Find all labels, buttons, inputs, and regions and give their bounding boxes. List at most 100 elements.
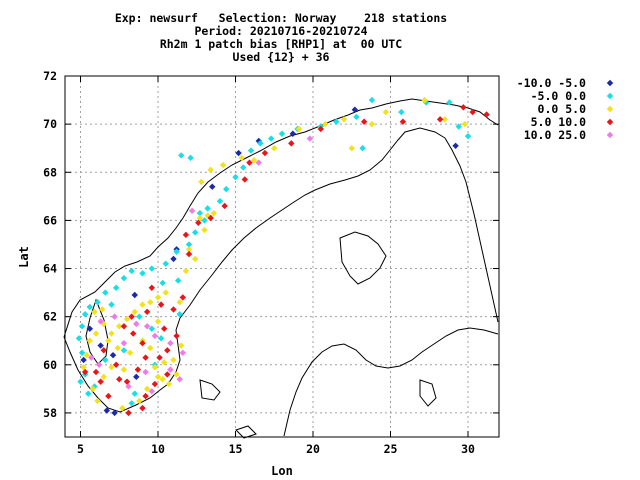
data-point (167, 339, 174, 347)
y-tick-label: 72 (43, 69, 57, 83)
data-point (174, 277, 182, 284)
data-point (164, 347, 171, 354)
data-point (278, 130, 286, 137)
data-point (139, 404, 146, 412)
data-point (333, 118, 340, 125)
legend-marker (606, 92, 614, 100)
x-axis-label: Lon (271, 464, 293, 478)
data-point (139, 270, 146, 277)
data-point (91, 308, 98, 316)
data-point (108, 364, 115, 371)
data-point (156, 354, 163, 361)
data-point (201, 217, 208, 224)
data-point (353, 113, 360, 121)
data-point (116, 376, 123, 383)
data-point (86, 303, 93, 311)
data-point (182, 267, 190, 275)
data-point (102, 356, 109, 364)
data-point (164, 371, 171, 378)
data-point (250, 157, 258, 164)
data-point (136, 397, 143, 405)
data-point (130, 330, 137, 337)
data-point (123, 315, 131, 323)
plot-frame (64, 75, 500, 438)
data-point (161, 325, 168, 332)
data-point (108, 330, 115, 337)
data-point (247, 147, 255, 154)
data-point (147, 344, 154, 352)
data-point (77, 378, 84, 385)
data-point (219, 161, 227, 169)
y-axis-label: Lat (17, 246, 31, 268)
legend-label: -10.0 -5.0 (517, 76, 586, 90)
data-point (235, 149, 242, 157)
data-point (134, 366, 142, 373)
legend-label: -5.0 0.0 (531, 89, 586, 103)
data-point (187, 154, 194, 162)
data-point (148, 325, 155, 332)
data-point (173, 371, 180, 378)
data-point (198, 178, 205, 186)
data-point (351, 106, 359, 113)
axis-ticks: 5 10 15 20 25 30 58 60 62 64 66 68 70 72 (43, 69, 499, 456)
data-point (157, 301, 165, 308)
data-point (112, 361, 120, 368)
data-point (201, 226, 208, 234)
data-point (95, 361, 103, 368)
data-point (240, 164, 247, 171)
data-point (128, 400, 135, 407)
data-point (436, 116, 444, 123)
data-point (173, 248, 180, 255)
data-point (148, 388, 155, 395)
legend-marker (606, 131, 614, 139)
x-tick-label: 15 (229, 442, 243, 456)
data-point (85, 390, 92, 397)
data-point (133, 320, 140, 328)
data-point (178, 342, 185, 349)
data-point (143, 323, 151, 330)
title-line-2: Period: 20210716-20210724 (194, 24, 367, 38)
data-point (80, 356, 87, 364)
legend: -10.0 -5.0-5.0 0.00.0 5.05.0 10.010.0 25… (517, 76, 614, 142)
data-point (97, 318, 104, 325)
data-point (151, 364, 159, 371)
data-point (165, 380, 173, 388)
data-point (246, 159, 253, 166)
x-tick-label: 5 (77, 442, 84, 456)
data-point (120, 366, 128, 373)
data-point (170, 356, 177, 364)
data-point (185, 250, 193, 258)
data-point (128, 313, 135, 320)
data-point (170, 255, 177, 263)
data-point (120, 323, 128, 330)
legend-label: 5.0 10.0 (531, 115, 586, 129)
data-point (111, 313, 118, 320)
data-point (368, 96, 376, 104)
data-point (207, 166, 214, 174)
data-point (179, 349, 186, 356)
data-point (162, 260, 169, 267)
data-point (209, 183, 216, 190)
data-point (100, 347, 107, 354)
data-point (131, 308, 138, 316)
data-point (102, 289, 109, 296)
legend-label: 10.0 25.0 (524, 128, 586, 142)
data-point (120, 339, 128, 347)
data-points (75, 96, 490, 417)
y-tick-label: 70 (43, 117, 57, 131)
data-point (100, 373, 107, 381)
data-point (182, 231, 190, 239)
legend-marker (606, 118, 614, 126)
data-point (238, 154, 245, 162)
data-point (446, 99, 453, 106)
data-point (455, 123, 462, 130)
data-point (120, 347, 128, 354)
x-tick-label: 20 (306, 442, 320, 456)
data-point (179, 294, 186, 301)
data-point (461, 120, 469, 128)
data-point (119, 404, 126, 412)
data-point (368, 120, 376, 128)
data-point (94, 397, 101, 405)
data-point (151, 380, 159, 388)
